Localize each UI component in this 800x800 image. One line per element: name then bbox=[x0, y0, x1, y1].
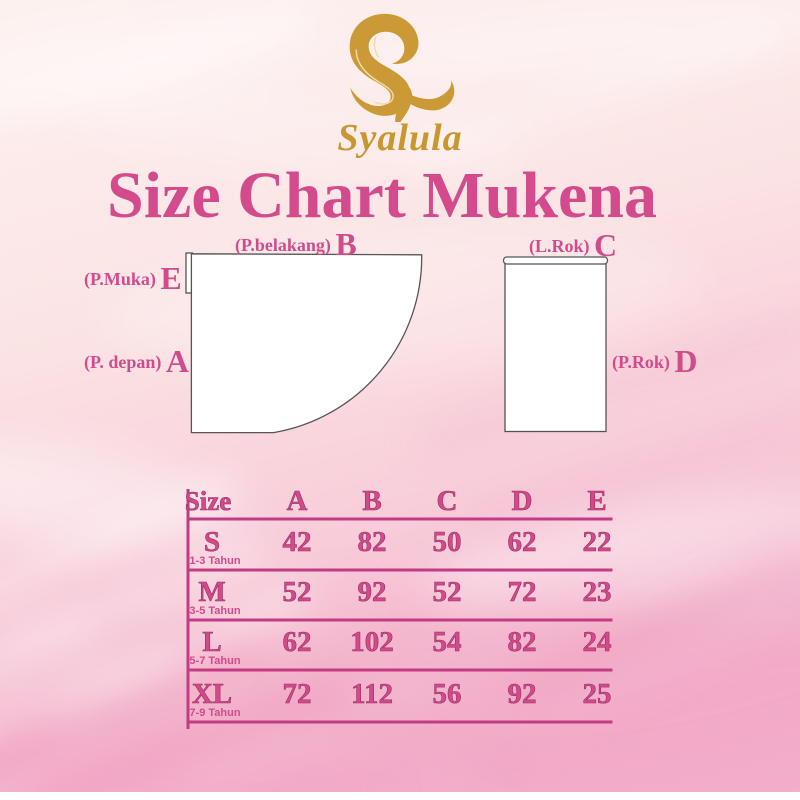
svg-text:M: M bbox=[198, 576, 225, 608]
svg-text:62: 62 bbox=[283, 626, 312, 658]
svg-text:C: C bbox=[437, 485, 458, 517]
svg-text:54: 54 bbox=[433, 626, 462, 658]
svg-text:72: 72 bbox=[508, 576, 537, 608]
svg-text:82: 82 bbox=[358, 526, 387, 558]
svg-text:25: 25 bbox=[583, 678, 612, 710]
svg-text:D: D bbox=[512, 485, 533, 517]
svg-text:23: 23 bbox=[583, 576, 612, 608]
svg-text:52: 52 bbox=[283, 576, 312, 608]
svg-text:Size: Size bbox=[185, 486, 232, 516]
svg-text:B: B bbox=[362, 485, 381, 517]
svg-text:E: E bbox=[587, 485, 606, 517]
svg-text:92: 92 bbox=[508, 678, 537, 710]
svg-text:62: 62 bbox=[508, 526, 537, 558]
svg-text:1-3 Tahun: 1-3 Tahun bbox=[189, 555, 240, 567]
svg-text:56: 56 bbox=[433, 678, 462, 710]
svg-text:72: 72 bbox=[283, 678, 312, 710]
svg-text:92: 92 bbox=[358, 576, 387, 608]
svg-text:S: S bbox=[204, 526, 220, 558]
svg-text:22: 22 bbox=[583, 526, 612, 558]
svg-text:112: 112 bbox=[351, 678, 393, 710]
svg-text:50: 50 bbox=[433, 526, 462, 558]
svg-text:L: L bbox=[202, 626, 221, 658]
svg-text:5-7 Tahun: 5-7 Tahun bbox=[189, 655, 240, 667]
svg-text:XL: XL bbox=[192, 678, 232, 710]
svg-text:3-5 Tahun: 3-5 Tahun bbox=[189, 605, 240, 617]
svg-text:7-9 Tahun: 7-9 Tahun bbox=[189, 707, 240, 719]
svg-text:A: A bbox=[287, 485, 308, 517]
svg-text:102: 102 bbox=[350, 626, 394, 658]
svg-text:24: 24 bbox=[583, 626, 612, 658]
svg-text:42: 42 bbox=[283, 526, 312, 558]
svg-text:82: 82 bbox=[508, 626, 537, 658]
svg-text:52: 52 bbox=[433, 576, 462, 608]
